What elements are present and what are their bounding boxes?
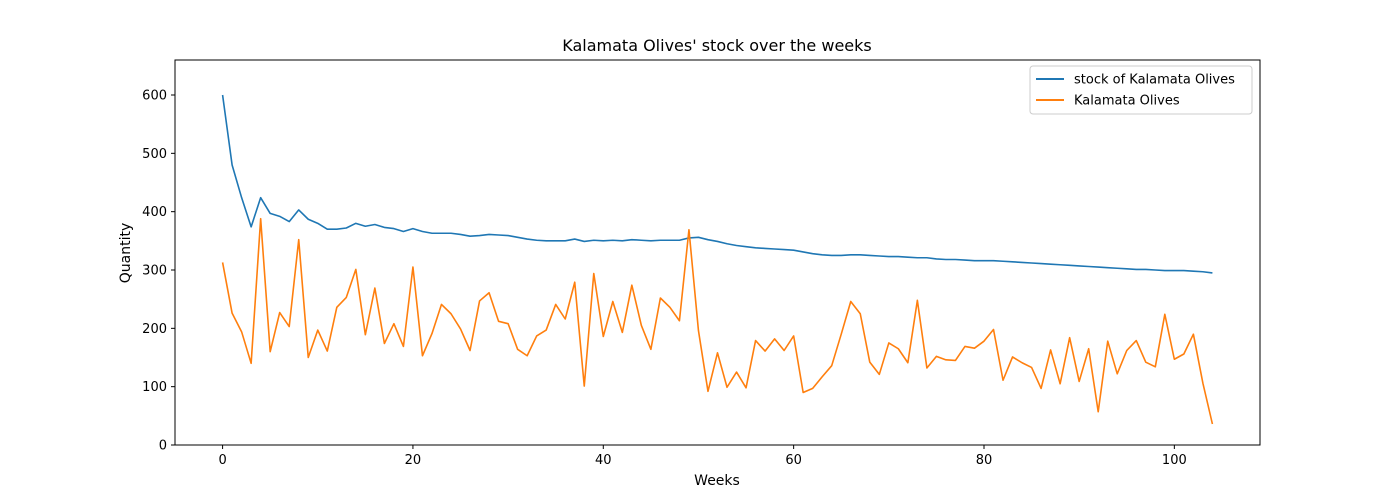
y-tick-label: 500 <box>142 147 167 162</box>
plot-frame <box>174 59 1261 446</box>
chart-title: Kalamata Olives' stock over the weeks <box>562 36 871 55</box>
x-axis: 0 20 40 60 80 100 <box>218 445 1187 468</box>
y-tick-label: 300 <box>142 264 167 279</box>
x-tick-label: 100 <box>1162 453 1187 468</box>
x-axis-label: Weeks <box>694 473 740 489</box>
y-tick-label: 0 <box>159 439 167 454</box>
x-tick-label: 60 <box>785 453 802 468</box>
x-tick-label: 40 <box>595 453 612 468</box>
series-line-1 <box>221 94 1213 274</box>
plot-area <box>221 94 1214 425</box>
y-tick-label: 400 <box>142 205 167 220</box>
y-axis: 0 100 200 300 400 500 600 <box>142 89 175 454</box>
y-tick-label: 600 <box>142 89 167 104</box>
y-axis-label: Quantity <box>118 223 134 284</box>
legend-label-1: stock of Kalamata Olives <box>1074 73 1235 88</box>
x-tick-label: 20 <box>405 453 422 468</box>
series-line-2 <box>221 217 1214 425</box>
y-tick-label: 200 <box>142 322 167 337</box>
y-tick-label: 100 <box>142 380 167 395</box>
legend: stock of Kalamata Olives Kalamata Olives <box>1029 65 1253 115</box>
x-tick-label: 0 <box>218 453 226 468</box>
legend-label-2: Kalamata Olives <box>1074 94 1180 109</box>
legend-box <box>1029 65 1253 115</box>
x-tick-label: 80 <box>976 453 993 468</box>
